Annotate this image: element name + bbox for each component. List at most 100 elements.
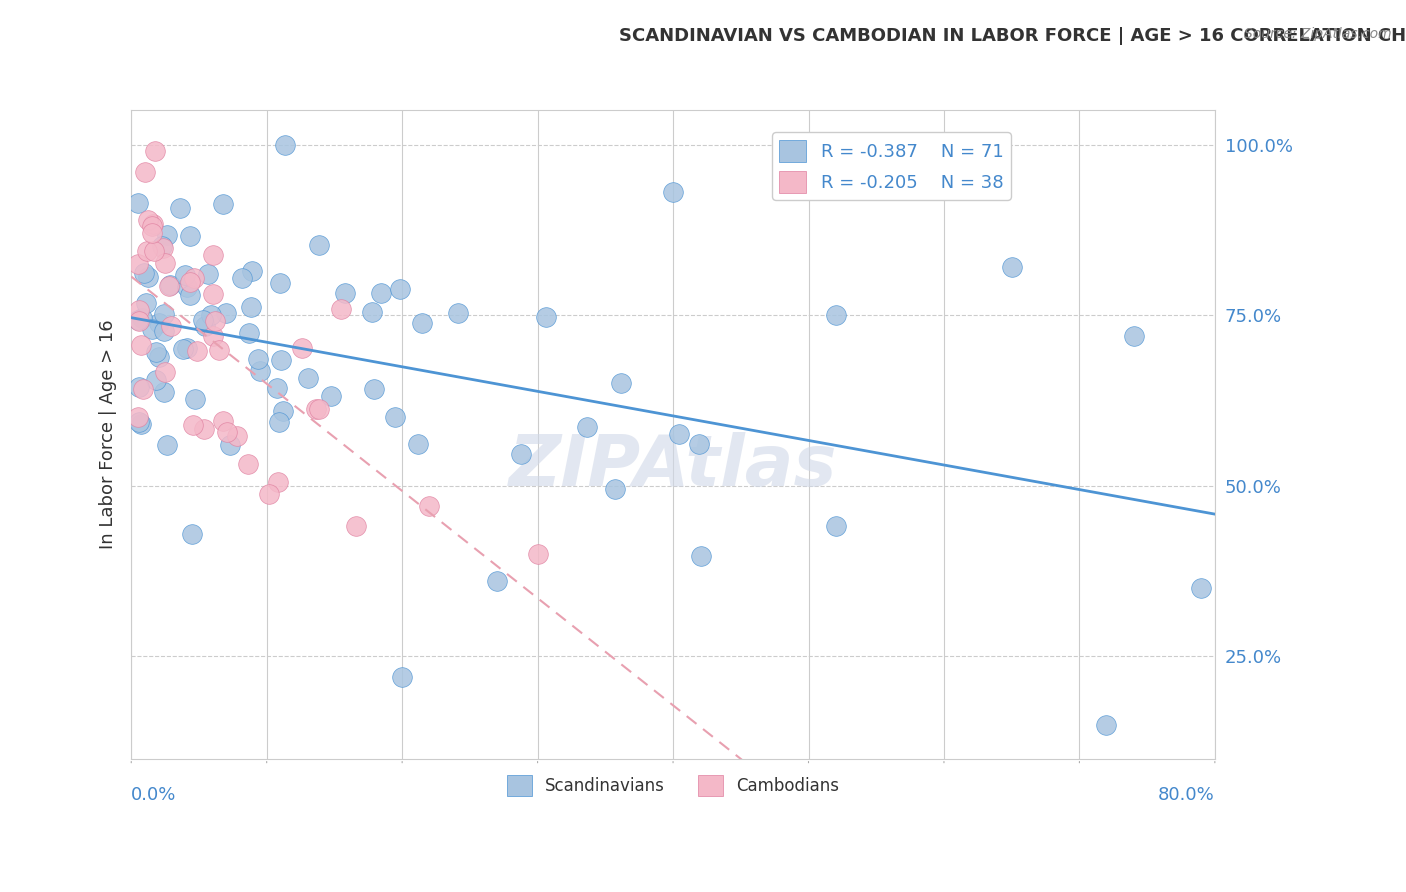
- Point: [181, 527, 204, 541]
- Point: [411, 316, 433, 330]
- Point: [160, 318, 183, 333]
- Point: [249, 364, 271, 378]
- Point: [128, 380, 150, 394]
- Point: [219, 438, 242, 452]
- Point: [391, 670, 413, 684]
- Point: [186, 344, 208, 359]
- Point: [215, 425, 238, 439]
- Point: [169, 202, 191, 216]
- Point: [193, 422, 215, 436]
- Point: [360, 305, 382, 319]
- Point: [183, 270, 205, 285]
- Point: [127, 409, 149, 424]
- Point: [534, 310, 557, 324]
- Point: [267, 475, 290, 489]
- Point: [662, 186, 685, 200]
- Point: [308, 401, 330, 416]
- Point: [176, 280, 198, 294]
- Point: [269, 277, 291, 291]
- Point: [226, 429, 249, 443]
- Point: [239, 301, 262, 315]
- Point: [1189, 581, 1212, 595]
- Point: [194, 318, 217, 333]
- Point: [132, 266, 155, 280]
- Point: [191, 313, 214, 327]
- Point: [179, 276, 201, 290]
- Point: [668, 426, 690, 441]
- Point: [1001, 260, 1024, 275]
- Point: [214, 306, 236, 320]
- Point: [141, 322, 163, 336]
- Point: [321, 388, 343, 402]
- Point: [270, 353, 292, 368]
- Point: [212, 197, 235, 211]
- Point: [129, 338, 152, 352]
- Point: [132, 383, 155, 397]
- Point: [181, 418, 204, 433]
- Point: [200, 308, 222, 322]
- Point: [510, 447, 533, 461]
- Point: [131, 310, 153, 325]
- Point: [157, 279, 180, 293]
- Text: Source: ZipAtlas.com: Source: ZipAtlas.com: [1244, 27, 1392, 41]
- Point: [127, 313, 149, 327]
- Point: [212, 414, 235, 428]
- Text: 80.0%: 80.0%: [1159, 786, 1215, 804]
- Point: [208, 343, 231, 357]
- Text: 0.0%: 0.0%: [131, 786, 177, 804]
- Y-axis label: In Labor Force | Age > 16: In Labor Force | Age > 16: [100, 319, 117, 549]
- Point: [824, 308, 846, 322]
- Point: [688, 437, 710, 451]
- Point: [153, 307, 176, 321]
- Point: [153, 325, 176, 339]
- Point: [259, 486, 281, 500]
- Point: [236, 457, 259, 471]
- Point: [388, 282, 411, 296]
- Point: [269, 415, 291, 429]
- Point: [231, 271, 253, 285]
- Point: [291, 341, 314, 355]
- Point: [363, 382, 385, 396]
- Point: [689, 549, 711, 563]
- Point: [1122, 328, 1144, 343]
- Point: [156, 438, 179, 452]
- Point: [335, 286, 357, 301]
- Point: [240, 264, 263, 278]
- Point: [153, 256, 176, 270]
- Legend: Scandinavians, Cambodians: Scandinavians, Cambodians: [501, 769, 846, 802]
- Point: [145, 145, 167, 159]
- Point: [128, 415, 150, 429]
- Point: [406, 437, 429, 451]
- Point: [576, 420, 599, 434]
- Point: [238, 326, 260, 341]
- Point: [330, 302, 353, 317]
- Point: [197, 267, 219, 281]
- Point: [136, 212, 159, 227]
- Point: [418, 500, 440, 514]
- Text: ZIPAtlas: ZIPAtlas: [509, 433, 838, 501]
- Point: [266, 381, 288, 395]
- Point: [127, 195, 149, 210]
- Point: [173, 268, 195, 283]
- Point: [150, 239, 173, 253]
- Point: [370, 285, 392, 300]
- Point: [141, 227, 163, 241]
- Point: [1095, 717, 1118, 731]
- Point: [172, 342, 194, 356]
- Point: [305, 401, 328, 416]
- Text: SCANDINAVIAN VS CAMBODIAN IN LABOR FORCE | AGE > 16 CORRELATION CHART: SCANDINAVIAN VS CAMBODIAN IN LABOR FORCE…: [619, 27, 1406, 45]
- Point: [148, 350, 170, 364]
- Point: [603, 482, 626, 496]
- Point: [201, 329, 224, 343]
- Point: [179, 288, 201, 302]
- Point: [129, 417, 152, 431]
- Point: [526, 547, 548, 561]
- Point: [184, 392, 207, 406]
- Point: [135, 244, 157, 258]
- Point: [204, 314, 226, 328]
- Point: [141, 219, 163, 233]
- Point: [447, 306, 470, 320]
- Point: [824, 519, 846, 533]
- Point: [159, 278, 181, 293]
- Point: [179, 229, 201, 244]
